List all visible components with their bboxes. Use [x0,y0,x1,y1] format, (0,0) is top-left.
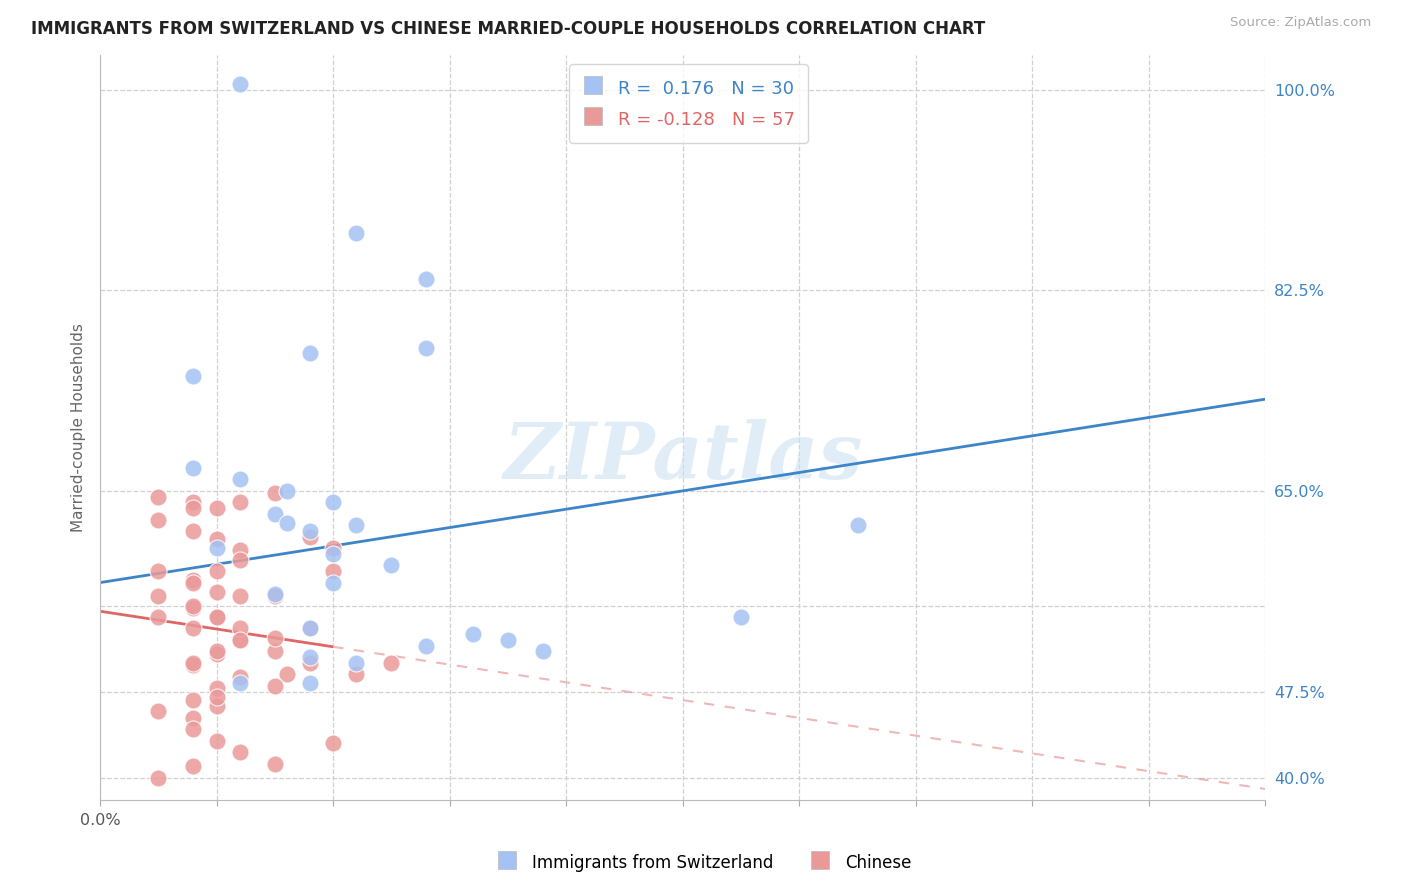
Point [298,346,321,360]
Point [380,656,402,670]
Point [346,656,368,670]
Point [205,501,228,516]
Point [229,495,252,509]
Point [205,610,228,624]
Point [183,622,205,636]
Point [276,516,298,530]
Point [229,632,252,647]
Point [183,599,205,613]
Point [205,610,228,624]
Point [846,518,869,533]
Point [264,486,287,500]
Point [205,690,228,705]
Point [322,575,344,590]
Point [415,271,437,285]
Point [183,501,205,516]
Point [322,736,344,750]
Point [276,483,298,498]
Point [148,590,170,604]
Point [298,622,321,636]
Point [205,734,228,748]
Point [229,543,252,558]
Point [346,226,368,240]
Point [148,610,170,624]
Point [229,745,252,759]
Point [730,610,752,624]
Point [229,590,252,604]
Point [322,495,344,509]
Point [183,495,205,509]
Point [229,622,252,636]
Point [322,541,344,556]
Text: Source: ZipAtlas.com: Source: ZipAtlas.com [1230,16,1371,29]
Point [346,518,368,533]
Point [183,524,205,538]
Point [264,756,287,771]
Point [229,632,252,647]
Point [496,632,519,647]
Point [264,679,287,693]
Point [229,552,252,566]
Point [298,524,321,538]
Point [229,472,252,486]
Point [148,704,170,718]
Point [264,507,287,521]
Point [183,574,205,588]
Point [415,341,437,355]
Point [183,723,205,737]
Point [205,681,228,695]
Legend: Immigrants from Switzerland, Chinese: Immigrants from Switzerland, Chinese [488,846,918,880]
Point [276,667,298,681]
Point [205,564,228,578]
Text: IMMIGRANTS FROM SWITZERLAND VS CHINESE MARRIED-COUPLE HOUSEHOLDS CORRELATION CHA: IMMIGRANTS FROM SWITZERLAND VS CHINESE M… [31,20,986,37]
Point [322,547,344,561]
Point [380,558,402,573]
Point [205,584,228,599]
Point [264,644,287,658]
Point [264,587,287,601]
Point [264,590,287,604]
Point [346,667,368,681]
Point [298,622,321,636]
Point [229,77,252,91]
Point [183,461,205,475]
Point [183,369,205,384]
Point [183,711,205,725]
Point [264,631,287,645]
Point [298,650,321,665]
Point [298,656,321,670]
Point [183,759,205,773]
Point [298,676,321,690]
Point [148,512,170,526]
Point [205,541,228,556]
Y-axis label: Married-couple Households: Married-couple Households [72,324,86,533]
Legend: R =  0.176   N = 30, R = -0.128   N = 57: R = 0.176 N = 30, R = -0.128 N = 57 [569,64,808,143]
Point [148,490,170,504]
Point [183,656,205,670]
Point [183,658,205,673]
Point [229,670,252,684]
Point [229,676,252,690]
Point [531,644,554,658]
Point [461,627,484,641]
Point [183,575,205,590]
Point [205,699,228,714]
Point [205,647,228,661]
Text: ZIPatlas: ZIPatlas [503,419,862,496]
Point [183,692,205,706]
Point [298,530,321,544]
Point [205,644,228,658]
Point [148,771,170,785]
Point [148,564,170,578]
Point [205,532,228,546]
Point [322,564,344,578]
Point [415,639,437,653]
Point [183,600,205,615]
